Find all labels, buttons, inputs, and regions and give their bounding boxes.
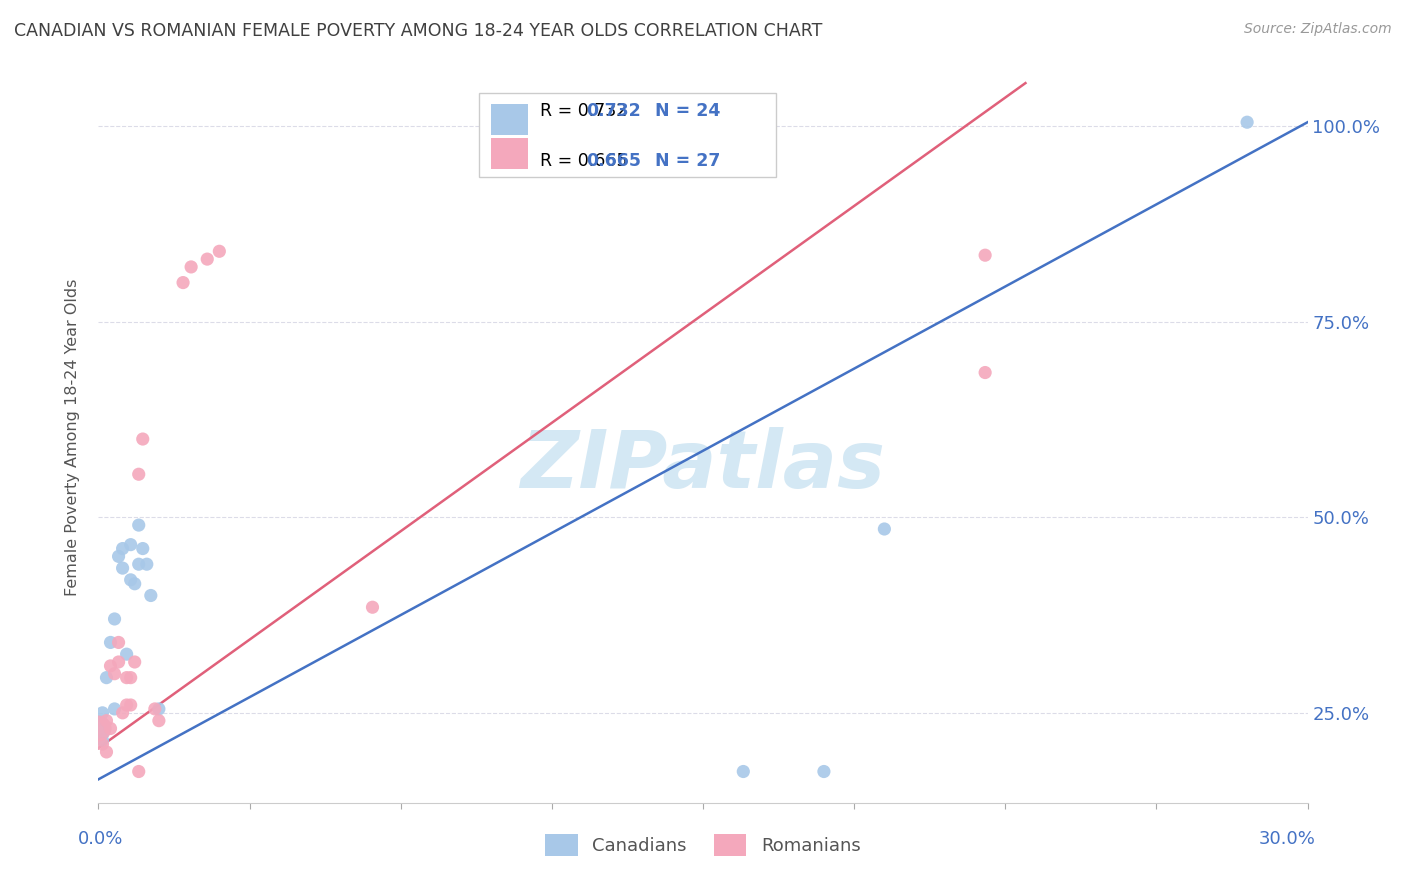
Point — [91, 706, 114, 720]
Point — [111, 561, 134, 575]
FancyBboxPatch shape — [479, 94, 776, 178]
Point — [128, 467, 150, 482]
Text: N = 27: N = 27 — [655, 153, 720, 170]
Point — [115, 647, 138, 661]
Bar — [492, 104, 527, 135]
Point — [100, 659, 122, 673]
Point — [148, 714, 170, 728]
Point — [143, 702, 166, 716]
Point — [172, 276, 194, 290]
Point — [135, 558, 157, 572]
Point — [91, 737, 114, 751]
Point — [115, 698, 138, 712]
Point — [139, 589, 162, 603]
Point — [100, 635, 122, 649]
Point — [128, 558, 150, 572]
Point — [128, 764, 150, 779]
Point — [107, 655, 129, 669]
Point — [107, 549, 129, 564]
Point — [132, 541, 155, 556]
Point — [103, 612, 125, 626]
Point — [361, 600, 384, 615]
Point — [873, 522, 896, 536]
Point — [120, 671, 142, 685]
Text: 0.665: 0.665 — [586, 153, 641, 170]
Point — [91, 733, 114, 747]
Point — [180, 260, 202, 274]
Text: R = 0.665: R = 0.665 — [540, 153, 627, 170]
Point — [124, 576, 146, 591]
Point — [100, 722, 122, 736]
Point — [107, 635, 129, 649]
Point — [96, 745, 118, 759]
Point — [195, 252, 218, 266]
Y-axis label: Female Poverty Among 18-24 Year Olds: Female Poverty Among 18-24 Year Olds — [65, 278, 80, 596]
Point — [733, 764, 755, 779]
Point — [208, 244, 231, 259]
Point — [974, 248, 997, 262]
Point — [1236, 115, 1258, 129]
Text: CANADIAN VS ROMANIAN FEMALE POVERTY AMONG 18-24 YEAR OLDS CORRELATION CHART: CANADIAN VS ROMANIAN FEMALE POVERTY AMON… — [14, 22, 823, 40]
Point — [120, 573, 142, 587]
Point — [148, 702, 170, 716]
Point — [132, 432, 155, 446]
Point — [103, 702, 125, 716]
Point — [87, 722, 110, 736]
Point — [103, 666, 125, 681]
Text: ZIPatlas: ZIPatlas — [520, 427, 886, 506]
Bar — [492, 138, 527, 169]
Legend: Canadians, Romanians: Canadians, Romanians — [538, 827, 868, 863]
Point — [96, 714, 118, 728]
Point — [120, 538, 142, 552]
Text: 30.0%: 30.0% — [1258, 830, 1316, 848]
Point — [115, 671, 138, 685]
Text: N = 24: N = 24 — [655, 102, 720, 120]
Point — [124, 655, 146, 669]
Point — [813, 764, 835, 779]
Text: 0.0%: 0.0% — [79, 830, 124, 848]
Point — [120, 698, 142, 712]
Point — [96, 671, 118, 685]
Text: Source: ZipAtlas.com: Source: ZipAtlas.com — [1244, 22, 1392, 37]
Point — [974, 366, 997, 380]
Text: R = 0.732: R = 0.732 — [540, 102, 627, 120]
Text: 0.732: 0.732 — [586, 102, 641, 120]
Point — [128, 518, 150, 533]
Point — [111, 706, 134, 720]
Point — [111, 541, 134, 556]
Point — [87, 722, 110, 736]
